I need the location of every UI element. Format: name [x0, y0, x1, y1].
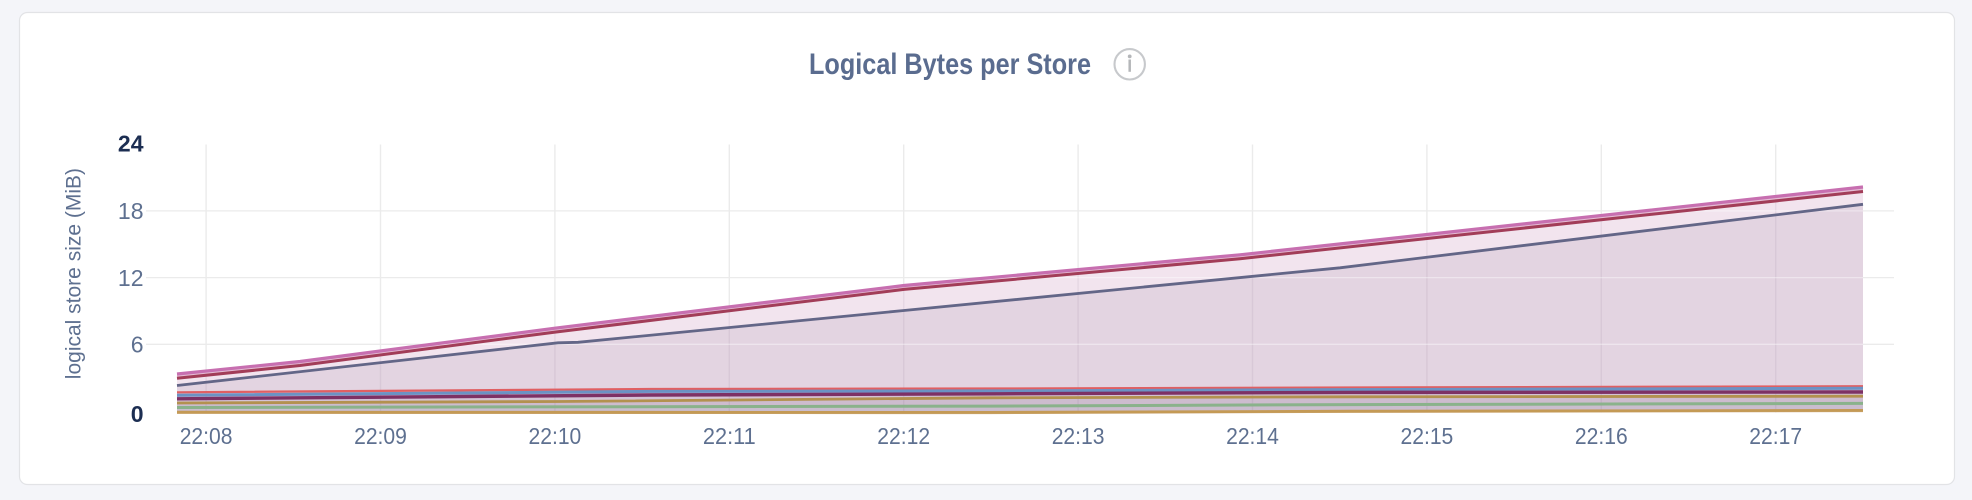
svg-text:22:12: 22:12 [877, 423, 930, 449]
svg-text:18: 18 [118, 198, 144, 224]
svg-text:22:14: 22:14 [1226, 423, 1279, 449]
svg-text:22:17: 22:17 [1749, 423, 1802, 449]
svg-text:22:09: 22:09 [354, 423, 407, 449]
svg-text:12: 12 [118, 265, 144, 291]
svg-text:24: 24 [118, 131, 144, 157]
svg-text:22:13: 22:13 [1052, 423, 1105, 449]
svg-text:Logical Bytes per Store: Logical Bytes per Store [809, 48, 1091, 81]
svg-text:22:15: 22:15 [1401, 423, 1454, 449]
svg-text:22:11: 22:11 [703, 423, 756, 449]
svg-text:6: 6 [131, 332, 144, 358]
svg-text:22:10: 22:10 [529, 423, 582, 449]
svg-text:logical store size (MiB): logical store size (MiB) [63, 168, 86, 379]
svg-text:22:16: 22:16 [1575, 423, 1628, 449]
svg-text:22:08: 22:08 [180, 423, 233, 449]
svg-text:0: 0 [131, 401, 144, 427]
